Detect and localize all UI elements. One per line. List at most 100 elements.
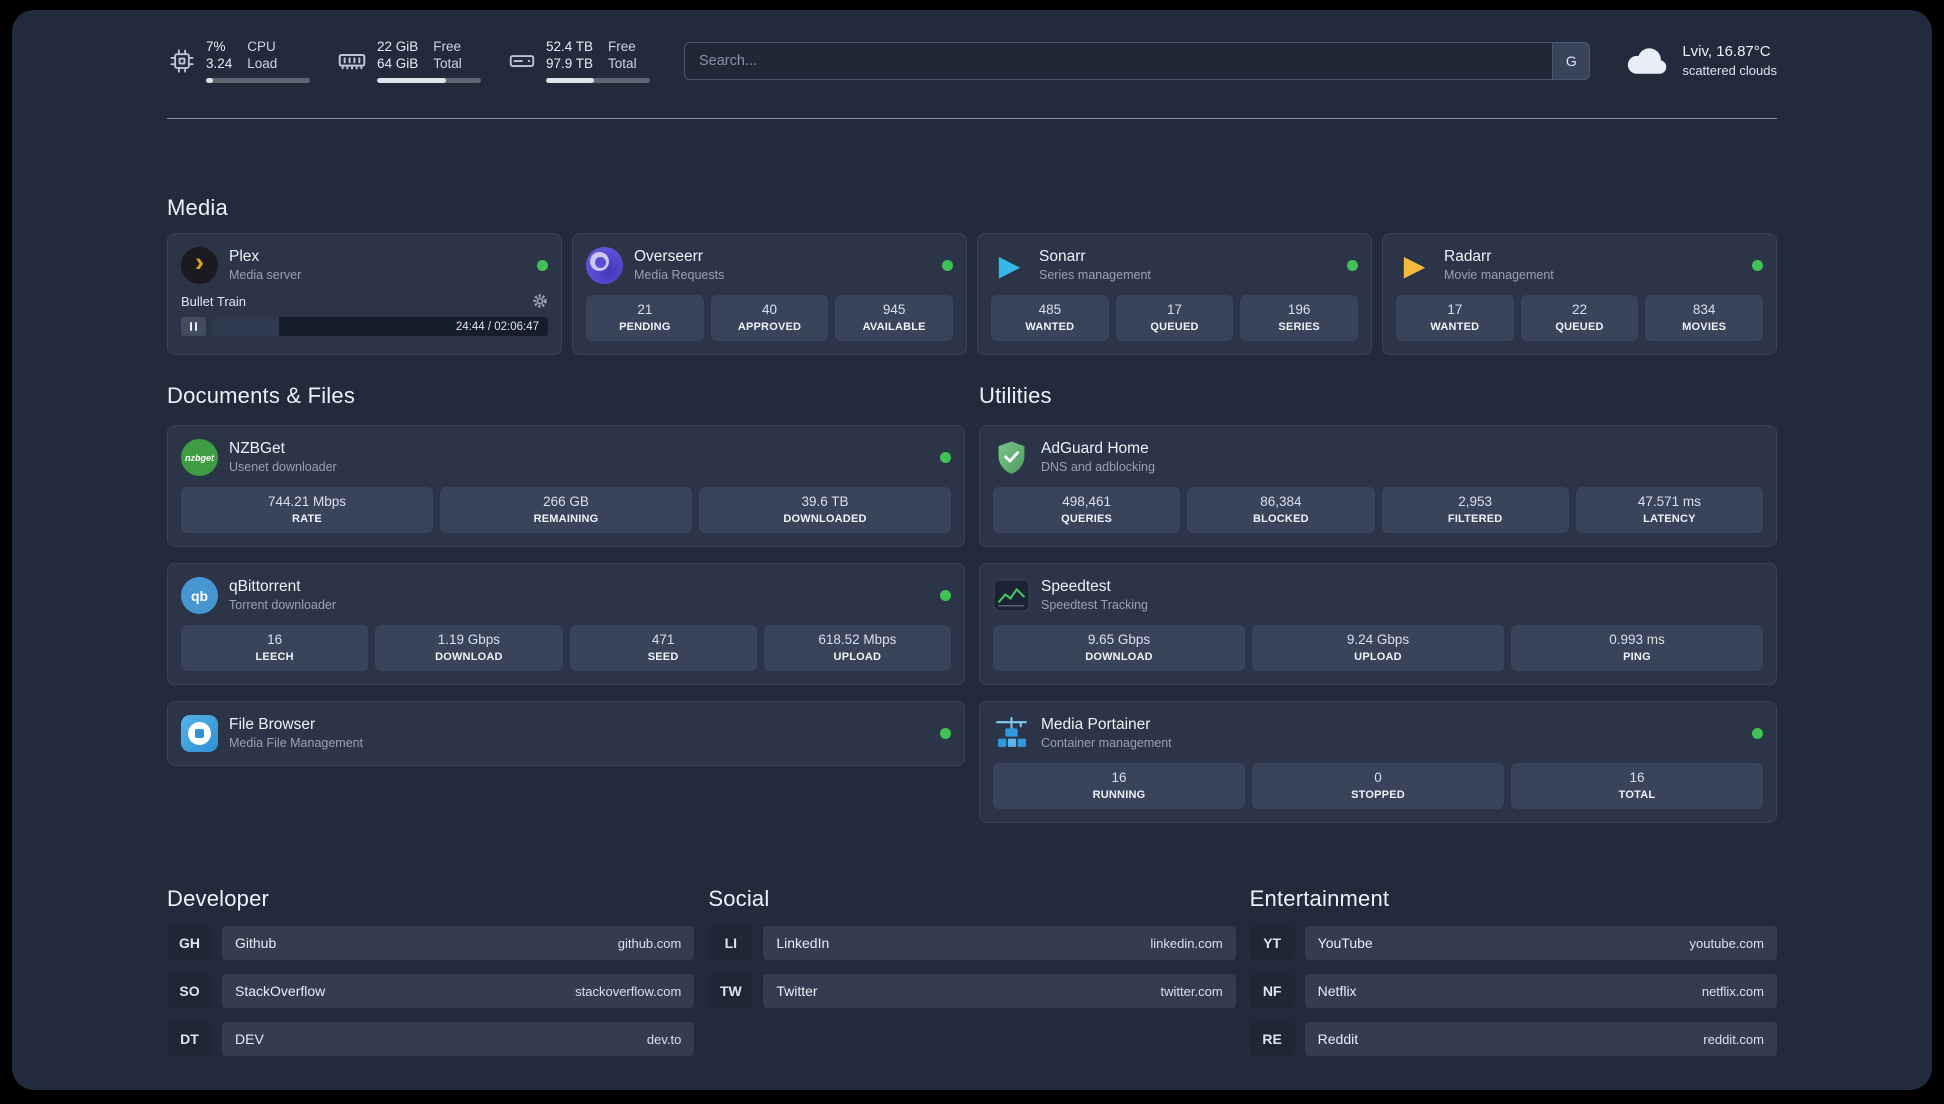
bookmark-reddit[interactable]: RE Reddit reddit.com <box>1249 1022 1777 1056</box>
stat-stopped: 0 STOPPED <box>1252 763 1504 809</box>
cpu-load-avg: 3.24 <box>206 56 233 71</box>
app-card-overseerr[interactable]: Overseerr Media Requests 21 PENDING 40 A… <box>572 233 967 355</box>
bookmark-abbr: DT <box>167 1022 212 1056</box>
search-input[interactable] <box>684 42 1591 80</box>
stat-label: RUNNING <box>1092 788 1146 801</box>
stat-value: 9.65 Gbps <box>1087 632 1151 648</box>
app-subtitle: Media File Management <box>229 736 364 751</box>
stat-value: 266 GB <box>543 494 589 510</box>
weather-widget[interactable]: Lviv, 16.87°C scattered clouds <box>1624 42 1777 80</box>
stat-value: 2,953 <box>1458 494 1493 510</box>
topbar-divider <box>167 118 1777 119</box>
app-name: File Browser <box>229 716 316 734</box>
section-media: Media › Plex Media server Bullet Train <box>167 195 1777 355</box>
seek-bar[interactable]: 24:44 / 02:06:47 <box>212 317 548 336</box>
stat-label: QUEUED <box>1150 320 1199 333</box>
search-engine-button[interactable]: G <box>1552 42 1591 80</box>
bookmark-netflix[interactable]: NF Netflix netflix.com <box>1249 974 1777 1008</box>
section-title-documents: Documents & Files <box>167 383 356 408</box>
stat-label: SEED <box>647 650 679 663</box>
bookmark-url: stackoverflow.com <box>575 983 682 999</box>
stat-value: 485 <box>1038 302 1062 318</box>
bookmark-linkedin[interactable]: LI LinkedIn linkedin.com <box>708 926 1236 960</box>
gear-icon[interactable] <box>532 293 548 309</box>
app-card-filebrowser[interactable]: File Browser Media File Management <box>167 701 965 766</box>
app-name: Media Portainer <box>1041 716 1151 734</box>
stat-queued: 22 QUEUED <box>1520 295 1639 341</box>
app-card-sonarr[interactable]: ▶ Sonarr Series management 485 WANTED <box>977 233 1372 355</box>
section-social: Social LI LinkedIn linkedin.com TW Twitt… <box>708 886 1236 1056</box>
stat-queued: 17 QUEUED <box>1115 295 1234 341</box>
app-card-plex[interactable]: › Plex Media server Bullet Train <box>167 233 562 355</box>
stat-value: 17 <box>1166 302 1183 318</box>
stat-value: 16 <box>1111 770 1127 786</box>
pause-button[interactable] <box>181 317 206 336</box>
stat-value: 196 <box>1287 302 1311 318</box>
adguard-icon <box>993 439 1030 476</box>
app-card-speedtest[interactable]: Speedtest Speedtest Tracking 9.65 Gbps D… <box>979 563 1777 685</box>
ram-free-label: Free <box>433 39 462 55</box>
stat-upload: 618.52 Mbps UPLOAD <box>763 625 951 671</box>
bookmark-twitter[interactable]: TW Twitter twitter.com <box>708 974 1236 1008</box>
section-documents: Documents & Files nzbget NZBGet Usenet d… <box>167 383 965 823</box>
app-card-portainer[interactable]: Media Portainer Container management 16 … <box>979 701 1777 823</box>
stat-label: MOVIES <box>1682 320 1727 333</box>
bookmark-abbr: TW <box>708 974 754 1008</box>
bookmark-dev[interactable]: DT DEV dev.to <box>167 1022 695 1056</box>
app-name: Speedtest <box>1041 578 1111 596</box>
overseerr-icon <box>586 247 623 284</box>
stat-rate: 744.21 Mbps RATE <box>181 487 433 533</box>
app-name: Plex <box>229 248 260 266</box>
bookmark-name: DEV <box>235 1031 264 1047</box>
now-playing-title: Bullet Train <box>181 293 247 309</box>
bookmark-abbr: RE <box>1249 1022 1295 1056</box>
app-subtitle: Speedtest Tracking <box>1041 598 1149 613</box>
stat-label: FILTERED <box>1447 512 1503 525</box>
stat-label: TOTAL <box>1618 788 1656 801</box>
app-card-adguard[interactable]: AdGuard Home DNS and adblocking 498,461 … <box>979 425 1777 547</box>
app-subtitle: DNS and adblocking <box>1041 460 1155 475</box>
bookmark-stackoverflow[interactable]: SO StackOverflow stackoverflow.com <box>167 974 695 1008</box>
app-subtitle: Container management <box>1041 736 1172 751</box>
cpu-label: CPU <box>247 39 276 55</box>
stat-value: 22 <box>1571 302 1588 318</box>
stat-value: 0 <box>1374 770 1382 786</box>
section-entertainment: Entertainment YT YouTube youtube.com NF … <box>1249 886 1777 1056</box>
dashboard-page: 7% 3.24 CPU Load <box>12 10 1932 1090</box>
bookmark-name: Reddit <box>1317 1031 1359 1047</box>
bookmark-url: twitter.com <box>1160 983 1223 999</box>
weather-location: Lviv, 16.87°C <box>1682 43 1771 61</box>
status-dot <box>1347 260 1358 271</box>
stat-leech: 16 LEECH <box>181 625 369 671</box>
app-subtitle: Media Requests <box>634 268 725 283</box>
ram-total-label: Total <box>433 56 462 71</box>
stat-label: BLOCKED <box>1252 512 1309 525</box>
stat-available: 945 AVAILABLE <box>835 295 954 341</box>
stat-downloaded: 39.6 TB DOWNLOADED <box>699 487 951 533</box>
ram-metric: 22 GiB 64 GiB Free Total <box>336 39 481 83</box>
app-subtitle: Series management <box>1039 268 1151 283</box>
disk-total-label: Total <box>608 56 637 71</box>
cpu-load-label: Load <box>247 56 278 71</box>
app-card-nzbget[interactable]: nzbget NZBGet Usenet downloader 744.21 M… <box>167 425 965 547</box>
nzbget-icon: nzbget <box>181 439 218 476</box>
bookmark-url: linkedin.com <box>1150 935 1223 951</box>
stat-value: 16 <box>267 632 283 648</box>
ram-total-value: 64 GiB <box>377 56 419 71</box>
stat-total: 16 TOTAL <box>1511 763 1763 809</box>
bookmark-youtube[interactable]: YT YouTube youtube.com <box>1249 926 1777 960</box>
bookmark-abbr: SO <box>167 974 212 1008</box>
app-name: Radarr <box>1444 248 1492 266</box>
stat-label: WANTED <box>1430 320 1480 333</box>
disk-total-value: 97.9 TB <box>546 56 594 71</box>
stat-value: 0.993 ms <box>1609 632 1665 648</box>
stat-filtered: 2,953 FILTERED <box>1381 487 1569 533</box>
app-subtitle: Torrent downloader <box>229 598 337 613</box>
bookmark-github[interactable]: GH Github github.com <box>167 926 695 960</box>
weather-condition: scattered clouds <box>1682 63 1777 79</box>
stat-running: 16 RUNNING <box>993 763 1245 809</box>
app-card-qbittorrent[interactable]: qb qBittorrent Torrent downloader 16 LEE… <box>167 563 965 685</box>
app-card-radarr[interactable]: ▶ Radarr Movie management 17 WANTED <box>1382 233 1777 355</box>
section-title-entertainment: Entertainment <box>1249 886 1390 911</box>
search-bar: G <box>684 42 1591 80</box>
